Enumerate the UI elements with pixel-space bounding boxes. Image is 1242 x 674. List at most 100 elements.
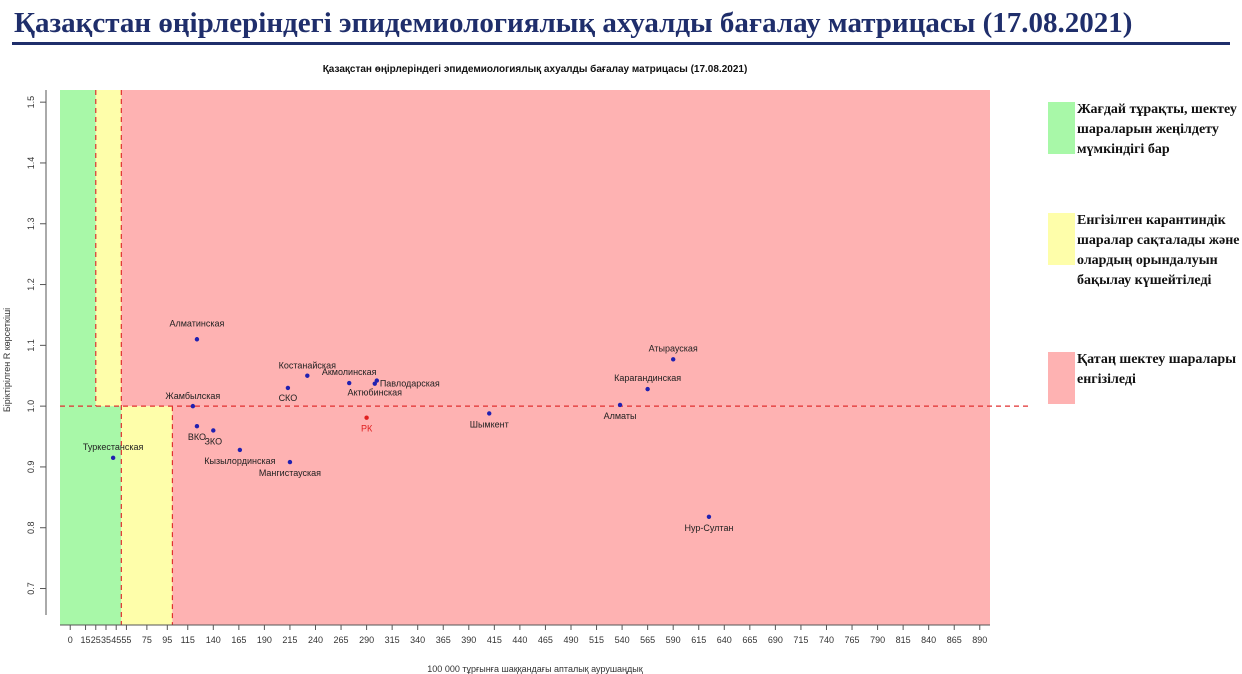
- point-9-marker: [237, 447, 243, 453]
- x-tick-label-165: 165: [231, 635, 246, 645]
- y-tick-label-1.3: 1.3: [26, 217, 36, 230]
- point-17-marker: [706, 514, 712, 519]
- point-5-label: СКО: [279, 393, 298, 403]
- zone-red-5: [172, 406, 990, 625]
- point-12-label: РК: [361, 424, 373, 434]
- x-tick-label-815: 815: [896, 635, 911, 645]
- title-underline: [12, 42, 1230, 45]
- x-tick-label-865: 865: [947, 635, 962, 645]
- y-tick-label-0.9: 0.9: [26, 461, 36, 474]
- scatter-chart: 0 15 25 35 45 55 75 95 115 140 165 190 215 240 265 290 3…: [2, 63, 1028, 674]
- x-tick-label-440: 440: [512, 635, 527, 645]
- y-axis-label: Біріктірілген R көрсеткіші: [2, 308, 12, 412]
- x-tick-label-365: 365: [436, 635, 451, 645]
- point-6-marker: [190, 403, 196, 409]
- point-12-marker: [364, 415, 369, 420]
- x-tick-label-540: 540: [615, 635, 630, 645]
- legend-label-green: Жағдай тұрақты, шектеу шараларын жеңілде…: [1077, 102, 1237, 157]
- point-14-marker: [670, 357, 676, 362]
- x-tick-label-45: 45: [111, 635, 121, 645]
- point-3-label: Павлодарская: [380, 379, 440, 389]
- x-tick-label-215: 215: [282, 635, 297, 645]
- x-tick-label-0: 0: [68, 635, 73, 645]
- zone-green-0: [60, 406, 122, 625]
- point-14-label: Атырауская: [649, 343, 698, 353]
- legend-swatch-green: [1048, 102, 1075, 154]
- x-tick-label-15: 15: [81, 635, 91, 645]
- y-tick-label-1: 1.0: [26, 400, 36, 413]
- x-tick-label-590: 590: [666, 635, 681, 645]
- point-16-marker: [617, 402, 623, 408]
- x-tick-label-75: 75: [142, 635, 152, 645]
- point-1-marker: [305, 373, 310, 378]
- x-tick-label-740: 740: [819, 635, 834, 645]
- point-1-label: Костанайская: [279, 361, 336, 371]
- x-tick-label-565: 565: [640, 635, 655, 645]
- point-11-label: Туркестанская: [83, 442, 144, 452]
- point-7-marker: [194, 423, 200, 429]
- legend-label-red: Қатаң шектеу шаралары енгізіледі: [1077, 352, 1237, 387]
- x-tick-label-790: 790: [870, 635, 885, 645]
- x-tick-label-765: 765: [845, 635, 860, 645]
- x-axis-label: 100 000 тұрғынға шаққандағы апталық ауру…: [427, 664, 642, 674]
- point-11-marker: [110, 455, 116, 461]
- point-2-marker: [347, 380, 352, 386]
- point-13-label: Шымкент: [470, 419, 509, 429]
- zone-yellow-2: [95, 90, 122, 407]
- x-tick-label-390: 390: [461, 635, 476, 645]
- chart-title: Қазақстан өңірлеріндегі эпидемиологиялық…: [323, 63, 748, 75]
- x-tick-label-615: 615: [691, 635, 706, 645]
- x-tick-label-265: 265: [334, 635, 349, 645]
- point-0-label: Алматинская: [169, 318, 224, 328]
- x-tick-label-715: 715: [793, 635, 808, 645]
- point-2-label: Акмолинская: [322, 367, 377, 377]
- point-16-label: Алматы: [604, 411, 637, 421]
- point-8-label: ЗКО: [205, 436, 223, 446]
- x-tick-label-315: 315: [385, 635, 400, 645]
- y-tick-label-1.2: 1.2: [26, 278, 36, 291]
- legend-label-yellow: Енгізілген карантиндік шаралар сақталады…: [1077, 213, 1240, 288]
- point-8-marker: [211, 428, 216, 433]
- point-15-label: Карагандинская: [614, 373, 681, 383]
- point-4-marker: [372, 381, 377, 386]
- x-tick-label-890: 890: [972, 635, 987, 645]
- x-tick-label-290: 290: [359, 635, 374, 645]
- point-15-marker: [645, 386, 650, 392]
- x-tick-label-840: 840: [921, 635, 936, 645]
- x-tick-label-190: 190: [257, 635, 272, 645]
- zone-green-1: [60, 90, 96, 407]
- y-tick-label-0.7: 0.7: [26, 582, 36, 595]
- x-tick-label-490: 490: [563, 635, 578, 645]
- x-tick-label-415: 415: [487, 635, 502, 645]
- x-tick-label-665: 665: [742, 635, 757, 645]
- y-tick-label-1.1: 1.1: [26, 339, 36, 352]
- zone-yellow-3: [121, 406, 173, 625]
- page-title: Қазақстан өңірлеріндегі эпидемиологиялық…: [14, 7, 1133, 39]
- x-tick-label-25: 25: [91, 635, 101, 645]
- point-9-label: Кызылординская: [204, 456, 275, 466]
- point-6-label: Жамбылская: [165, 391, 220, 401]
- point-10-marker: [287, 459, 293, 465]
- x-tick-label-140: 140: [206, 635, 221, 645]
- x-tick-label-640: 640: [717, 635, 732, 645]
- point-7-label: ВКО: [188, 432, 206, 442]
- x-tick-label-340: 340: [410, 635, 425, 645]
- zone-red-4: [121, 90, 991, 407]
- x-tick-label-55: 55: [121, 635, 131, 645]
- y-tick-label-1.4: 1.4: [26, 157, 36, 170]
- x-tick-label-465: 465: [538, 635, 553, 645]
- x-tick-label-240: 240: [308, 635, 323, 645]
- x-tick-label-690: 690: [768, 635, 783, 645]
- x-tick-label-515: 515: [589, 635, 604, 645]
- point-17-label: Нур-Султан: [684, 523, 733, 533]
- y-tick-label-1.5: 1.5: [26, 96, 36, 109]
- legend-swatch-red: [1048, 352, 1075, 404]
- point-0-marker: [194, 337, 200, 342]
- x-tick-label-35: 35: [101, 635, 111, 645]
- x-tick-label-115: 115: [181, 635, 195, 645]
- x-tick-label-95: 95: [162, 635, 172, 645]
- point-5-marker: [285, 385, 291, 391]
- point-13-marker: [487, 411, 492, 416]
- point-10-label: Мангистауская: [259, 468, 321, 478]
- point-4-label: Актюбинская: [347, 388, 402, 398]
